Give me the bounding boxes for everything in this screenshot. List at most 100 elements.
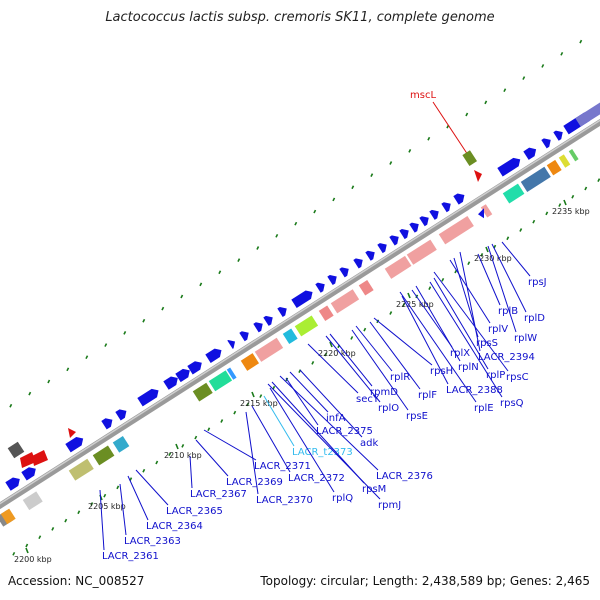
- reverse-feature: [92, 445, 115, 466]
- inner-tick: [467, 261, 471, 266]
- gene-label-rple: rplE: [474, 403, 494, 414]
- outer-tick: [484, 100, 488, 105]
- forward-gene: [377, 243, 387, 254]
- inner-tick: [220, 419, 224, 423]
- reverse-feature: [406, 239, 437, 265]
- gene-label-lacr_2364: LACR_2364: [146, 521, 203, 532]
- forward-gene: [541, 138, 551, 149]
- inner-tick: [558, 203, 562, 207]
- outer-dot-ticks: [9, 39, 583, 408]
- gene-label-leader: [267, 383, 381, 500]
- kbp-label: 2205 kbp: [88, 502, 126, 511]
- inner-tick: [116, 485, 120, 490]
- forward-gene: [315, 282, 325, 293]
- outer-tick: [104, 343, 108, 347]
- outer-tick: [28, 391, 32, 396]
- gene-label-rplb: rplB: [498, 306, 518, 317]
- kbp-tick: [563, 199, 567, 206]
- reverse-feature: [68, 458, 94, 481]
- outer-tick: [503, 88, 507, 93]
- inner-tick: [259, 394, 263, 398]
- kbp-tick: [251, 391, 255, 398]
- genome-backbone: [0, 118, 600, 510]
- inner-tick: [38, 535, 42, 540]
- reverse-feature: [112, 436, 130, 453]
- inner-tick: [168, 452, 172, 457]
- reverse-feature: [208, 370, 233, 392]
- forward-gene: [291, 290, 313, 309]
- forward-gene: [205, 348, 222, 363]
- outer-tick: [161, 306, 165, 311]
- forward-gene: [227, 339, 236, 349]
- inner-tick: [324, 352, 328, 357]
- forward-gene: [409, 222, 419, 233]
- inner-tick: [363, 327, 367, 332]
- reverse-feature: [520, 166, 551, 192]
- gene-label-rpsj: rpsJ: [528, 277, 547, 288]
- reverse-feature: [22, 491, 43, 511]
- inner-tick: [480, 253, 484, 257]
- gene-label-rpmj: rpmJ: [378, 500, 401, 511]
- gene-label-leader: [501, 241, 531, 277]
- reverse-feature: [0, 508, 16, 525]
- kbp-label: 2220 kbp: [318, 349, 356, 358]
- outer-tick: [47, 379, 51, 384]
- gene-label-leader: [245, 411, 259, 495]
- gene-label-rplx: rplX: [450, 348, 470, 359]
- forward-gene: [497, 157, 521, 177]
- outer-tick: [199, 282, 203, 287]
- inner-tick: [181, 444, 185, 448]
- gene-label-leader: [487, 245, 517, 333]
- inner-tick: [389, 311, 393, 315]
- gene-label-rplv: rplV: [488, 324, 508, 335]
- gene-label-lacr_2363: LACR_2363: [124, 536, 181, 547]
- reverse-feature: [282, 328, 298, 344]
- inner-tick: [311, 360, 315, 365]
- outer-tick: [237, 258, 241, 262]
- forward-gene: [5, 477, 20, 491]
- gene-label-leader: [373, 317, 433, 366]
- reverse-feature: [192, 382, 213, 402]
- gene-label-leader: [477, 253, 501, 306]
- inner-tick: [233, 410, 237, 415]
- gene-label-leader: [135, 469, 169, 506]
- gene-label-leader: [285, 377, 319, 426]
- outer-tick: [218, 270, 222, 275]
- inner-tick: [571, 194, 575, 199]
- inner-tick: [519, 228, 523, 232]
- forward-gene: [523, 147, 537, 160]
- gene-label-leader: [263, 395, 295, 447]
- outer-tick: [275, 233, 279, 238]
- forward-gene: [187, 361, 202, 375]
- reverse-feature: [240, 353, 260, 371]
- outer-tick: [66, 367, 70, 372]
- forward-strand-genes: [5, 102, 600, 491]
- mscL-label: mscL: [410, 90, 436, 101]
- gene-label-lacr_2375: LACR_2375: [316, 426, 373, 437]
- reverse-feature: [318, 305, 334, 322]
- gene-label-leader: [195, 439, 229, 477]
- gene-label-leader: [325, 335, 381, 403]
- gene-label-leader: [289, 371, 329, 413]
- gene-label-lacr_t2373: LACR_t2373: [292, 447, 353, 458]
- outer-tick: [332, 197, 336, 202]
- gene-label-leader: [251, 405, 291, 473]
- gene-label-leader: [189, 455, 193, 489]
- accession-text: Accession: NC_008527: [8, 574, 145, 588]
- gene-label-lacr_2376: LACR_2376: [376, 471, 433, 482]
- forward-gene: [253, 322, 263, 333]
- forward-gene: [175, 368, 190, 383]
- outer-tick: [560, 51, 564, 56]
- gene-label-leader: [453, 257, 479, 338]
- gene-label-lacr_2367: LACR_2367: [190, 489, 247, 500]
- gene-label-lacr_2371: LACR_2371: [254, 461, 311, 472]
- gene-label-lacr_2388: LACR_2388: [446, 385, 503, 396]
- gene-label-leader: [449, 259, 491, 324]
- mscL-leader-line: [432, 101, 469, 156]
- inner-tick: [51, 527, 55, 531]
- outer-tick: [180, 294, 184, 299]
- inner-tick: [597, 178, 600, 183]
- mscL-arrow: [474, 170, 482, 182]
- reverse-feature: [438, 215, 474, 245]
